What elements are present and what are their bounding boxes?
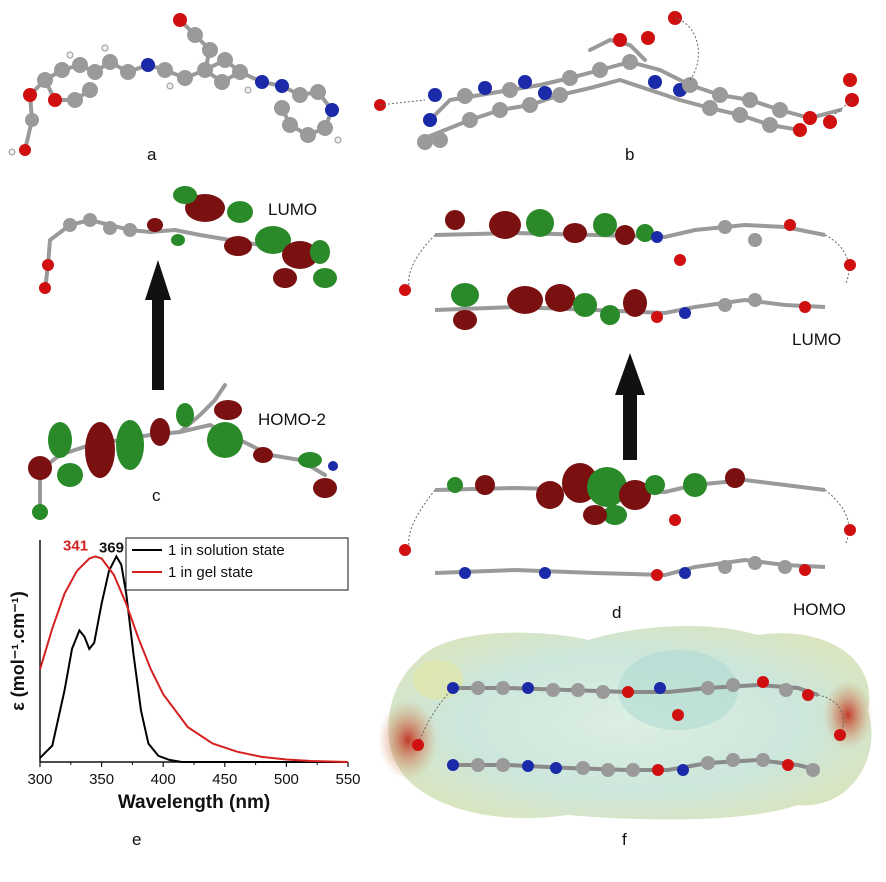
panel-label-f: f xyxy=(622,830,627,849)
orbital-label-d-homo: HOMO xyxy=(793,600,846,619)
x-tick-label: 400 xyxy=(151,771,176,788)
orbital-diagram-d xyxy=(399,209,856,581)
panel-label-e: e xyxy=(132,830,142,849)
x-axis-label: Wavelength (nm) xyxy=(118,792,270,813)
orbital-diagram-c xyxy=(28,186,338,520)
excitation-arrow-c xyxy=(145,260,171,390)
panel-label-b: b xyxy=(625,145,635,164)
x-tick-label: 550 xyxy=(335,771,360,788)
absorption-chart: 300 350 400 450 500 550 341 369 1 in solution st… xyxy=(8,537,361,813)
series-line-solution xyxy=(39,554,348,763)
legend-box xyxy=(125,537,349,591)
molecule-structure-a xyxy=(8,13,342,156)
x-tick-label: 500 xyxy=(274,771,299,788)
molecule-structure-b xyxy=(374,11,859,150)
panel-label-c: c xyxy=(152,486,161,505)
x-tick-label: 450 xyxy=(212,771,237,788)
legend-label: 1 in solution state xyxy=(168,542,285,559)
legend-label: 1 in gel state xyxy=(168,564,253,581)
dimer-homo xyxy=(399,463,856,581)
orbital-label-d-lumo: LUMO xyxy=(792,330,842,349)
series-line-gel xyxy=(39,555,349,763)
panel-label-d: d xyxy=(612,603,622,622)
peak-label-gel: 341 xyxy=(63,537,88,554)
esp-surface-f xyxy=(378,625,873,820)
molecule-a-atoms xyxy=(8,13,342,156)
homo2-lobes xyxy=(28,400,338,520)
x-tick-label: 300 xyxy=(27,771,52,788)
panel-label-a: a xyxy=(147,145,157,164)
orbital-label-c-lumo: LUMO xyxy=(268,200,318,219)
excitation-arrow-d xyxy=(615,353,645,460)
dimer-lumo xyxy=(399,209,856,330)
x-tick-label: 350 xyxy=(89,771,114,788)
y-axis-label: ε (mol⁻¹.cm⁻¹) xyxy=(8,591,28,711)
lumo-lobes xyxy=(147,186,337,288)
orbital-label-c-homo2: HOMO-2 xyxy=(258,410,326,429)
peak-label-solution: 369 xyxy=(99,539,124,556)
